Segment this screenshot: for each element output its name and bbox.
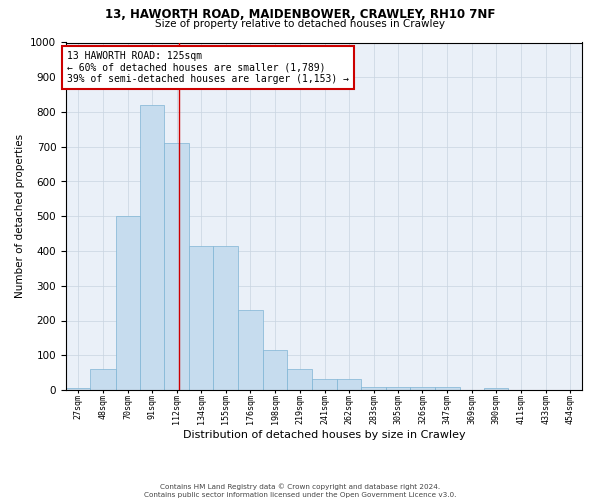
Bar	[214, 246, 238, 390]
Text: Size of property relative to detached houses in Crawley: Size of property relative to detached ho…	[155, 19, 445, 29]
Bar	[313, 379, 337, 390]
Text: 13, HAWORTH ROAD, MAIDENBOWER, CRAWLEY, RH10 7NF: 13, HAWORTH ROAD, MAIDENBOWER, CRAWLEY, …	[105, 8, 495, 20]
Bar	[287, 369, 313, 390]
Bar	[238, 310, 263, 390]
Bar	[263, 350, 287, 390]
Bar	[484, 388, 508, 390]
Bar	[90, 369, 116, 390]
Bar	[410, 386, 434, 390]
Bar	[361, 386, 386, 390]
Text: 13 HAWORTH ROAD: 125sqm
← 60% of detached houses are smaller (1,789)
39% of semi: 13 HAWORTH ROAD: 125sqm ← 60% of detache…	[67, 51, 349, 84]
Text: Contains HM Land Registry data © Crown copyright and database right 2024.
Contai: Contains HM Land Registry data © Crown c…	[144, 484, 456, 498]
Bar	[164, 144, 189, 390]
Y-axis label: Number of detached properties: Number of detached properties	[14, 134, 25, 298]
Bar	[189, 246, 214, 390]
Bar	[66, 388, 90, 390]
Bar	[337, 379, 361, 390]
Bar	[140, 105, 164, 390]
Bar	[116, 216, 140, 390]
Bar	[386, 386, 410, 390]
X-axis label: Distribution of detached houses by size in Crawley: Distribution of detached houses by size …	[182, 430, 466, 440]
Bar	[434, 386, 460, 390]
